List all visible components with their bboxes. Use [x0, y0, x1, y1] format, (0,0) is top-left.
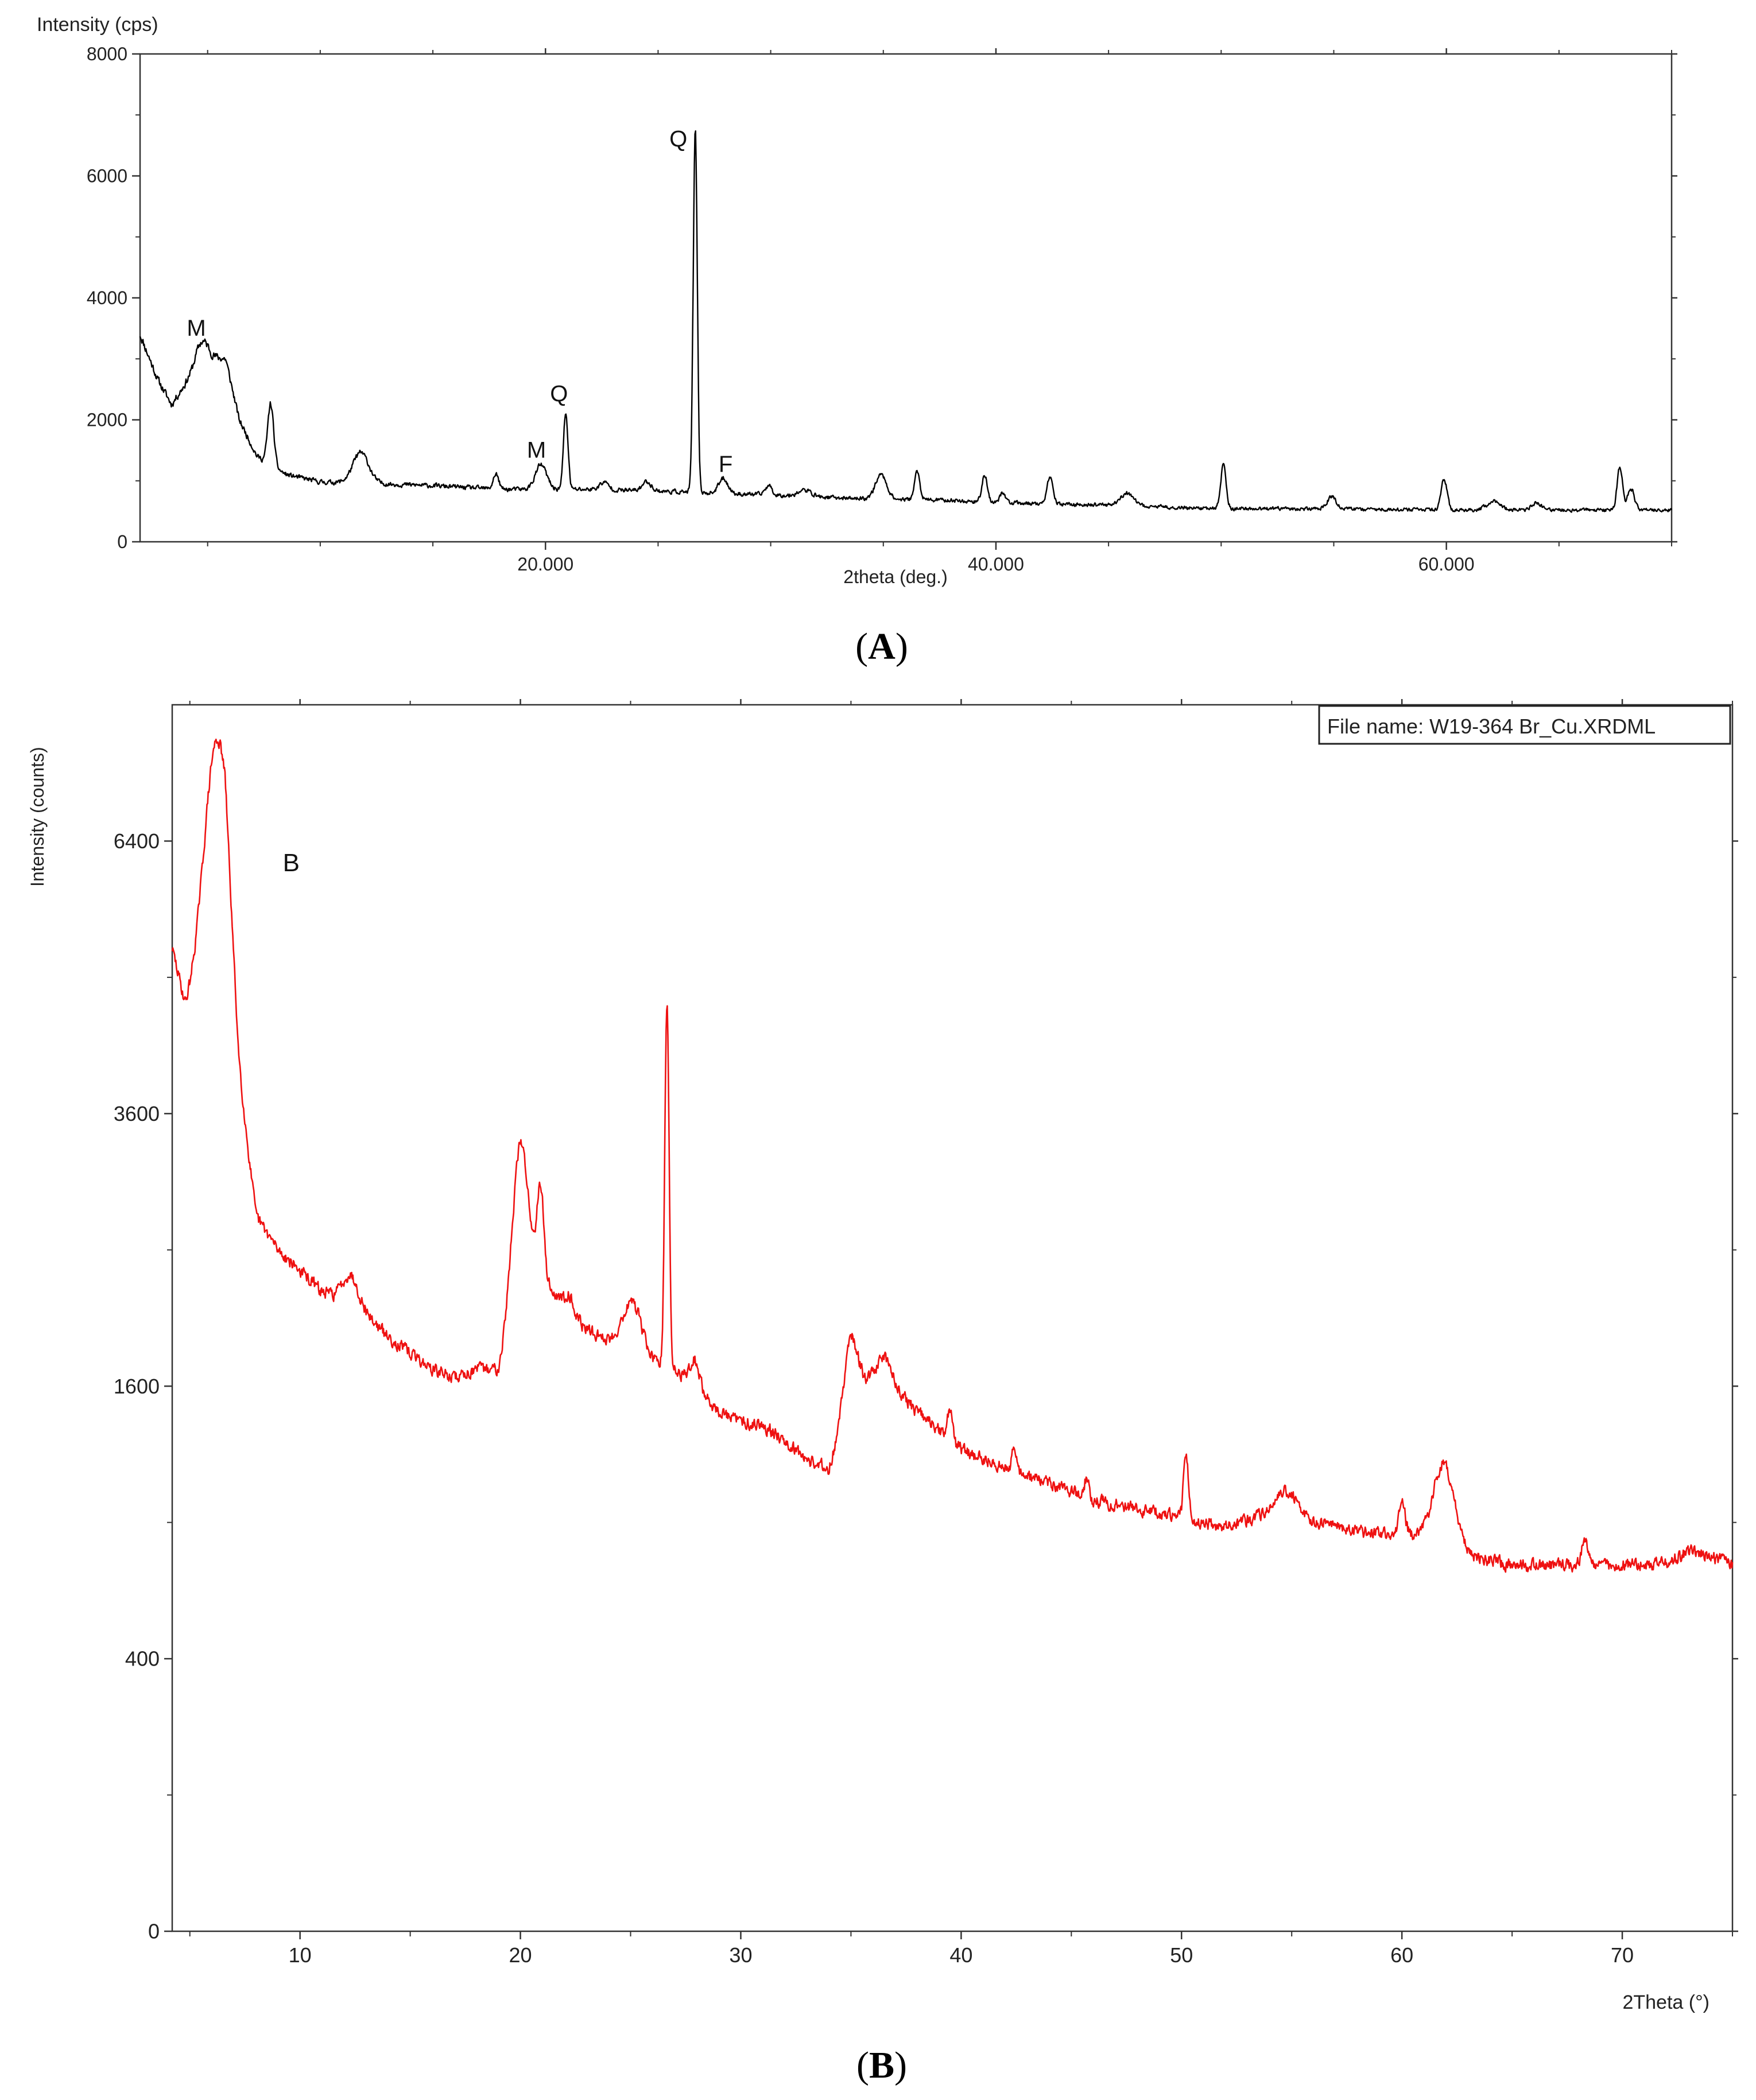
panel-a-caption: (A) [855, 626, 908, 667]
panel-b-file-legend: File name: W19-364 Br_Cu.XRDML [1318, 705, 1731, 745]
panel-a-x-axis-title: 2theta (deg.) [843, 566, 947, 587]
x-tick-label: 50 [1170, 1943, 1193, 1967]
peak-label-m: M [187, 316, 206, 341]
panel-a-diffraction-line [139, 130, 1673, 513]
peak-label-q: Q [669, 127, 687, 152]
peak-label-b: B [283, 849, 300, 877]
y-tick-label: 400 [125, 1647, 160, 1671]
x-tick-label: 70 [1611, 1943, 1634, 1967]
panel-b-caption: (B) [856, 2044, 907, 2086]
y-tick-label: 6000 [87, 166, 127, 187]
y-tick-label: 8000 [87, 44, 127, 64]
peak-label-f: F [719, 452, 732, 477]
panel-b-diffraction-line [171, 738, 1734, 1573]
y-tick-label: 3600 [114, 1102, 160, 1125]
y-tick-label: 2000 [87, 410, 127, 430]
x-tick-label: 40 [949, 1943, 972, 1967]
panel-a-chart: Intensity (cps) 20.000 40.000 60.000 0 2000 4… [37, 14, 1677, 667]
x-tick-label: 60.000 [1418, 554, 1475, 575]
y-tick-label: 6400 [114, 829, 160, 853]
x-tick-label: 60 [1390, 1943, 1413, 1967]
panel-b-file-legend-text: File name: W19-364 Br_Cu.XRDML [1327, 715, 1656, 738]
x-tick-label: 30 [729, 1943, 752, 1967]
x-tick-label: 40.000 [968, 554, 1024, 575]
y-tick-label: 0 [117, 531, 127, 552]
panel-b-file-legend-box [1318, 705, 1731, 745]
x-tick-label: 10 [289, 1943, 312, 1967]
panel-b-ticks: 10 20 30 40 50 60 70 0 400 1600 3600 6400 [114, 699, 1738, 1967]
panel-b-x-axis-title: 2Theta (°) [1622, 1992, 1710, 2013]
panel-b-chart: Intensity (counts) 10 20 30 40 50 60 70 0 400 160… [27, 699, 1738, 2086]
y-tick-label: 1600 [114, 1375, 160, 1398]
peak-label-q: Q [550, 382, 568, 407]
y-tick-label: 4000 [87, 288, 127, 308]
panel-a-y-axis-title: Intensity (cps) [37, 14, 158, 36]
peak-label-m: M [527, 437, 546, 463]
panel-b-y-axis-title: Intensity (counts) [27, 747, 48, 887]
x-tick-label: 20.000 [517, 554, 573, 575]
panel-b-plot-frame [171, 704, 1734, 1932]
y-tick-label: 0 [148, 1920, 160, 1943]
panel-b-frame [171, 704, 1734, 1932]
panel-b-panel-label: B [283, 849, 300, 877]
panel-a-ticks: 20.000 40.000 60.000 0 2000 4000 6000 8000 [87, 44, 1677, 575]
x-tick-label: 20 [509, 1943, 532, 1967]
panel-a-peak-labels: M M Q Q F [187, 127, 732, 477]
